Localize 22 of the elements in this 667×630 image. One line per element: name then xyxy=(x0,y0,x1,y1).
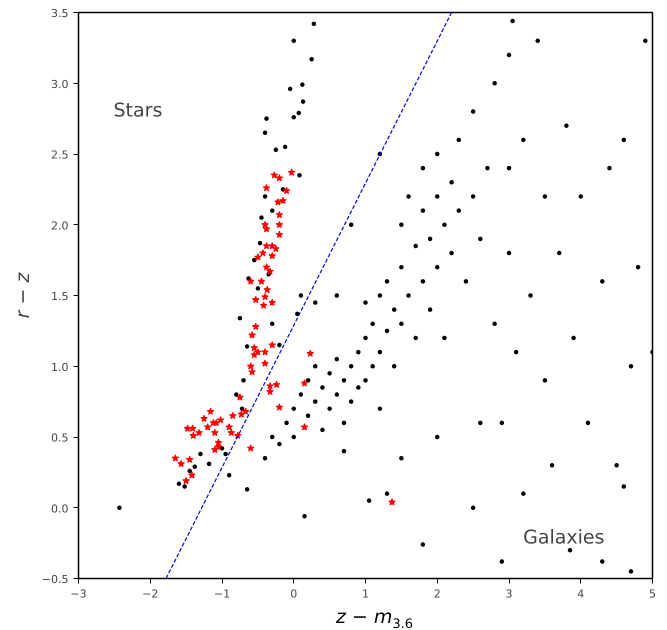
x-tick-label: 5 xyxy=(649,588,656,600)
y-tick-label: 1.0 xyxy=(51,360,69,374)
x-axis-title: z − m$_{3.6}$ xyxy=(336,606,414,630)
x-tick-label: 4 xyxy=(577,588,584,600)
y-tick-label: −0.5 xyxy=(42,573,69,586)
x-tick-label: 1 xyxy=(362,588,369,600)
annotation: Galaxies xyxy=(523,526,605,548)
annotation: Stars xyxy=(114,100,162,122)
x-tick-label: 0 xyxy=(290,588,298,600)
x-tick-label: −1 xyxy=(214,588,230,600)
y-tick-label: 3.5 xyxy=(51,7,69,20)
y-tick-label: 1.5 xyxy=(51,290,69,303)
x-tick-label: −3 xyxy=(70,588,87,600)
y-tick-label: 2.5 xyxy=(51,148,69,162)
x-tick-label: −2 xyxy=(142,588,158,600)
y-tick-label: 3.0 xyxy=(51,78,69,91)
x-tick-label: 3 xyxy=(506,588,512,600)
y-axis-title: r − z xyxy=(12,272,34,318)
y-tick-label: 0.0 xyxy=(51,502,69,516)
y-tick-label: 0.5 xyxy=(51,432,69,444)
y-tick-label: 2.0 xyxy=(51,219,69,232)
x-tick-label: 2 xyxy=(434,588,441,600)
